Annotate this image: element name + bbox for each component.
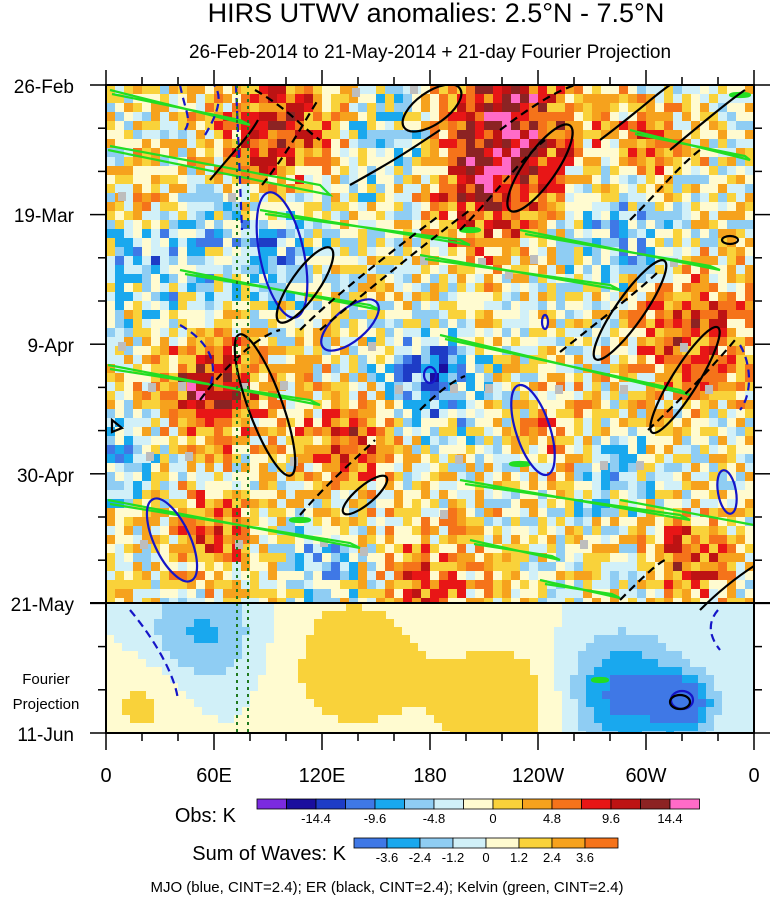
colorbar-tick-label: -2.4 bbox=[409, 850, 431, 865]
colorbar-swatch bbox=[669, 798, 700, 810]
colorbar-tick-label: 3.6 bbox=[576, 850, 594, 865]
colorbar-tick-label: 2.4 bbox=[543, 850, 561, 865]
colorbar-tick-label: -4.8 bbox=[423, 811, 445, 826]
x-tick-label: 60W bbox=[625, 765, 666, 787]
colorbar-swatch bbox=[485, 837, 520, 849]
colorbar-swatch bbox=[452, 837, 487, 849]
colorbar-swatch bbox=[433, 798, 464, 810]
x-tick-label: 60E bbox=[196, 765, 232, 787]
y-tick-label: 19-Mar bbox=[14, 206, 75, 227]
colorbar-swatch bbox=[522, 798, 553, 810]
colorbar-swatch bbox=[286, 798, 317, 810]
colorbar-tick-label: 0 bbox=[482, 850, 489, 865]
colorbar-swatch bbox=[353, 837, 388, 849]
x-tick-label: 120W bbox=[512, 765, 564, 787]
obs-colorbar: -14.4 -9.6 -4.8 0 4.8 9.6 14.4 bbox=[256, 798, 700, 826]
colorbar-tick-label: 9.6 bbox=[602, 811, 620, 826]
colorbar-swatch bbox=[640, 798, 671, 810]
colorbar-tick-label: 0 bbox=[489, 811, 496, 826]
y-tick-label: 30-Apr bbox=[17, 466, 75, 487]
chart-subtitle: 26-Feb-2014 to 21-May-2014 + 21-day Four… bbox=[189, 42, 671, 63]
colorbar-tick-label: 14.4 bbox=[657, 811, 682, 826]
colorbar-swatch bbox=[492, 798, 523, 810]
colorbar-tick-label: -1.2 bbox=[442, 850, 464, 865]
colorbar-swatch bbox=[374, 798, 405, 810]
fourier-projection-field bbox=[106, 603, 754, 733]
colorbar-tick-label: -9.6 bbox=[364, 811, 386, 826]
x-tick-label: 180 bbox=[413, 765, 446, 787]
legend-caption: MJO (blue, CINT=2.4); ER (black, CINT=2.… bbox=[150, 879, 623, 896]
projection-annotation-line2: Projection bbox=[13, 696, 80, 713]
axis-ticks bbox=[90, 70, 770, 750]
missing-data-cells bbox=[118, 85, 713, 556]
waves-colorbar-title: Sum of Waves: K bbox=[192, 843, 346, 865]
colorbar-swatch bbox=[581, 798, 612, 810]
colorbar-swatch bbox=[551, 837, 586, 849]
colorbar-swatch bbox=[419, 837, 454, 849]
chart-title: HIRS UTWV anomalies: 2.5°N - 7.5°N bbox=[208, 0, 665, 28]
colorbar-swatch bbox=[345, 798, 376, 810]
colorbar-swatch bbox=[463, 798, 494, 810]
y-tick-label: 26-Feb bbox=[14, 77, 74, 98]
y-tick-label: 21-May bbox=[11, 595, 75, 616]
er-contours bbox=[110, 85, 754, 711]
observation-anomaly-field bbox=[106, 85, 754, 603]
colorbar-tick-label: 1.2 bbox=[510, 850, 528, 865]
y-tick-label: 11-Jun bbox=[17, 725, 74, 746]
x-tick-label: 120E bbox=[299, 765, 346, 787]
colorbar-tick-label: -14.4 bbox=[301, 811, 331, 826]
colorbar-swatch bbox=[584, 837, 619, 849]
colorbar-swatch bbox=[551, 798, 582, 810]
colorbar-swatch bbox=[404, 798, 435, 810]
y-tick-label: 9-Apr bbox=[28, 336, 75, 357]
colorbar-swatch bbox=[518, 837, 553, 849]
colorbar-swatch bbox=[610, 798, 641, 810]
colorbar-tick-label: 4.8 bbox=[543, 811, 561, 826]
x-tick-label: 0 bbox=[748, 765, 759, 787]
colorbar-swatch bbox=[256, 798, 287, 810]
waves-colorbar: -3.6 -2.4 -1.2 0 1.2 2.4 3.6 bbox=[353, 837, 619, 865]
projection-annotation-line1: Fourier bbox=[22, 671, 70, 688]
kelvin-contours bbox=[107, 88, 754, 684]
x-tick-label: 0 bbox=[100, 765, 111, 787]
colorbar-swatch bbox=[315, 798, 346, 810]
obs-colorbar-title: Obs: K bbox=[175, 805, 237, 827]
colorbar-tick-label: -3.6 bbox=[376, 850, 398, 865]
colorbar-swatch bbox=[386, 837, 421, 849]
